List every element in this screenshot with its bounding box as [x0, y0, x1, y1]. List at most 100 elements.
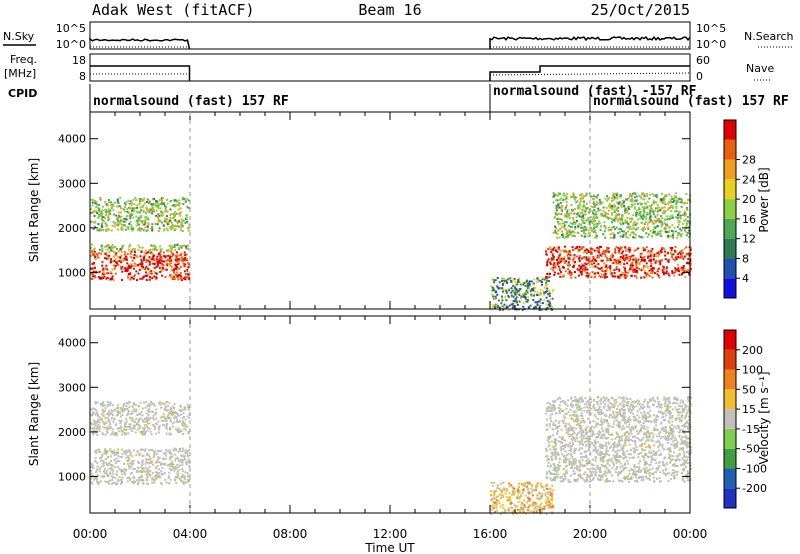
scatter-cell — [652, 210, 654, 213]
scatter-cell — [113, 451, 115, 454]
scatter-cell — [122, 468, 125, 471]
scatter-cell — [155, 272, 158, 275]
scatter-cell — [106, 420, 109, 423]
scatter-cell — [542, 506, 545, 509]
scatter-cell — [550, 251, 553, 254]
scatter-cell — [174, 249, 177, 252]
scatter-cell — [174, 219, 177, 222]
scatter-cell — [501, 297, 504, 300]
scatter-cell — [148, 256, 151, 259]
scatter-cell — [615, 226, 618, 229]
scatter-cell — [661, 206, 664, 209]
scatter-cell — [649, 230, 652, 233]
scatter-cell — [546, 260, 549, 263]
scatter-cell — [603, 262, 605, 265]
scatter-cell — [102, 459, 105, 462]
scatter-cell — [126, 402, 128, 405]
scatter-cell — [685, 441, 688, 444]
scatter-cell — [500, 482, 502, 485]
scatter-cell — [186, 244, 189, 247]
scatter-cell — [131, 430, 134, 432]
scatter-cell — [538, 300, 541, 303]
scatter-cell — [629, 411, 632, 414]
scatter-cell — [574, 223, 577, 226]
scatter-cell — [582, 256, 585, 259]
scatter-cell — [493, 504, 496, 507]
scatter-cell — [578, 449, 581, 452]
scatter-cell — [179, 245, 182, 248]
scatter-cell — [527, 506, 530, 509]
scatter-cell — [593, 404, 595, 407]
scatter-cell — [96, 229, 99, 232]
scatter-cell — [549, 263, 552, 265]
scatter-cell — [106, 276, 109, 279]
scatter-cell — [106, 268, 109, 271]
scatter-cell — [676, 225, 679, 228]
scatter-cell — [506, 281, 509, 284]
scatter-cell — [159, 464, 162, 466]
scatter-cell — [131, 209, 133, 212]
scatter-cell — [651, 458, 654, 461]
scatter-cell — [552, 258, 555, 261]
scatter-cell — [667, 420, 670, 422]
scatter-cell — [173, 216, 176, 219]
scatter-cell — [579, 421, 582, 424]
scatter-cell — [98, 248, 101, 251]
scatter-cell — [593, 213, 596, 216]
scatter-cell — [630, 432, 633, 435]
scatter-cell — [621, 272, 624, 274]
scatter-cell — [635, 275, 638, 278]
scatter-cell — [133, 477, 136, 480]
scatter-cell — [126, 270, 129, 272]
scatter-cell — [111, 450, 114, 453]
scatter-cell — [177, 220, 180, 223]
scatter-cell — [105, 257, 108, 260]
scatter-cell — [168, 432, 171, 435]
scatter-cell — [532, 494, 534, 497]
scatter-cell — [557, 192, 560, 195]
scatter-cell — [599, 420, 602, 423]
scatter-cell — [677, 252, 680, 255]
scatter-cell — [174, 267, 177, 270]
scatter-cell — [93, 250, 96, 253]
scatter-cell — [102, 421, 105, 424]
scatter-cell — [675, 206, 678, 209]
scatter-cell — [553, 405, 556, 408]
scatter-cell — [613, 269, 616, 272]
scatter-cell — [616, 220, 619, 222]
scatter-cell — [653, 226, 656, 229]
scatter-cell — [97, 207, 100, 210]
scatter-cell — [144, 249, 147, 252]
scatter-cell — [560, 257, 563, 260]
scatter-cell — [115, 264, 118, 267]
scatter-cell — [106, 428, 108, 431]
scatter-cell — [646, 223, 649, 226]
scatter-cell — [600, 452, 603, 455]
scatter-cell — [111, 414, 114, 416]
scatter-cell — [674, 230, 677, 233]
scatter-cell — [522, 508, 524, 511]
scatter-cell — [650, 271, 652, 274]
scatter-cell — [625, 221, 628, 224]
scatter-cell — [560, 270, 563, 273]
scatter-cell — [636, 271, 639, 274]
scatter-cell — [153, 259, 156, 262]
scatter-cell — [629, 199, 632, 202]
scatter-cell — [135, 210, 138, 213]
scatter-cell — [106, 401, 109, 404]
scatter-cell — [131, 461, 134, 464]
scatter-cell — [607, 400, 610, 403]
scatter-cell — [564, 207, 567, 210]
scatter-cell — [509, 506, 512, 509]
scatter-cell — [688, 418, 691, 421]
scatter-cell — [671, 234, 674, 237]
scatter-cell — [628, 258, 630, 260]
scatter-cell — [146, 412, 149, 415]
scatter-cell — [138, 470, 141, 473]
scatter-cell — [649, 216, 652, 219]
scatter-cell — [584, 471, 587, 474]
scatter-cell — [667, 472, 670, 475]
scatter-cell — [659, 471, 662, 474]
scatter-cell — [115, 252, 118, 255]
scatter-cell — [510, 484, 512, 487]
